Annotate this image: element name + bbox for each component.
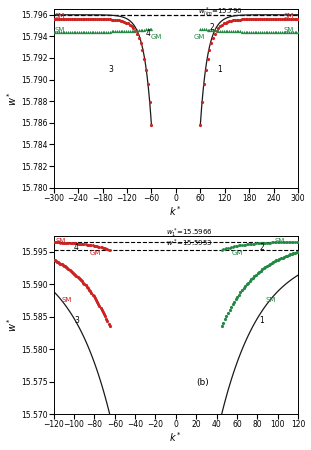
Text: 2: 2 — [259, 243, 264, 252]
Text: GM: GM — [194, 33, 205, 40]
Text: SM: SM — [275, 238, 285, 244]
Text: SM: SM — [283, 27, 294, 33]
Text: 4: 4 — [74, 243, 79, 252]
Text: SM: SM — [54, 13, 65, 19]
Text: 1: 1 — [259, 316, 264, 325]
Text: 3: 3 — [74, 316, 79, 325]
Text: 4: 4 — [145, 29, 150, 38]
Text: SM: SM — [54, 27, 65, 33]
X-axis label: $k^*$: $k^*$ — [169, 204, 182, 218]
Text: $w^*$=15.5953: $w^*$=15.5953 — [166, 237, 212, 249]
Text: GM: GM — [150, 33, 162, 40]
Text: 2: 2 — [209, 23, 214, 32]
Text: SM: SM — [62, 297, 72, 303]
Text: GM: GM — [232, 250, 243, 256]
Text: SM: SM — [56, 238, 66, 244]
Text: GM: GM — [89, 250, 101, 256]
Text: (b): (b) — [196, 378, 209, 387]
Y-axis label: $w^*$: $w^*$ — [6, 91, 19, 106]
Y-axis label: $w^*$: $w^*$ — [6, 317, 19, 333]
Text: SM: SM — [283, 13, 294, 19]
Text: SM: SM — [266, 297, 276, 303]
Text: $w^*_{lim}$=15.796: $w^*_{lim}$=15.796 — [198, 6, 243, 19]
Text: 1: 1 — [217, 65, 222, 74]
X-axis label: $k^*$: $k^*$ — [169, 431, 182, 445]
Text: 3: 3 — [109, 65, 114, 74]
Text: $w^*_1$=15.5966: $w^*_1$=15.5966 — [166, 227, 212, 240]
